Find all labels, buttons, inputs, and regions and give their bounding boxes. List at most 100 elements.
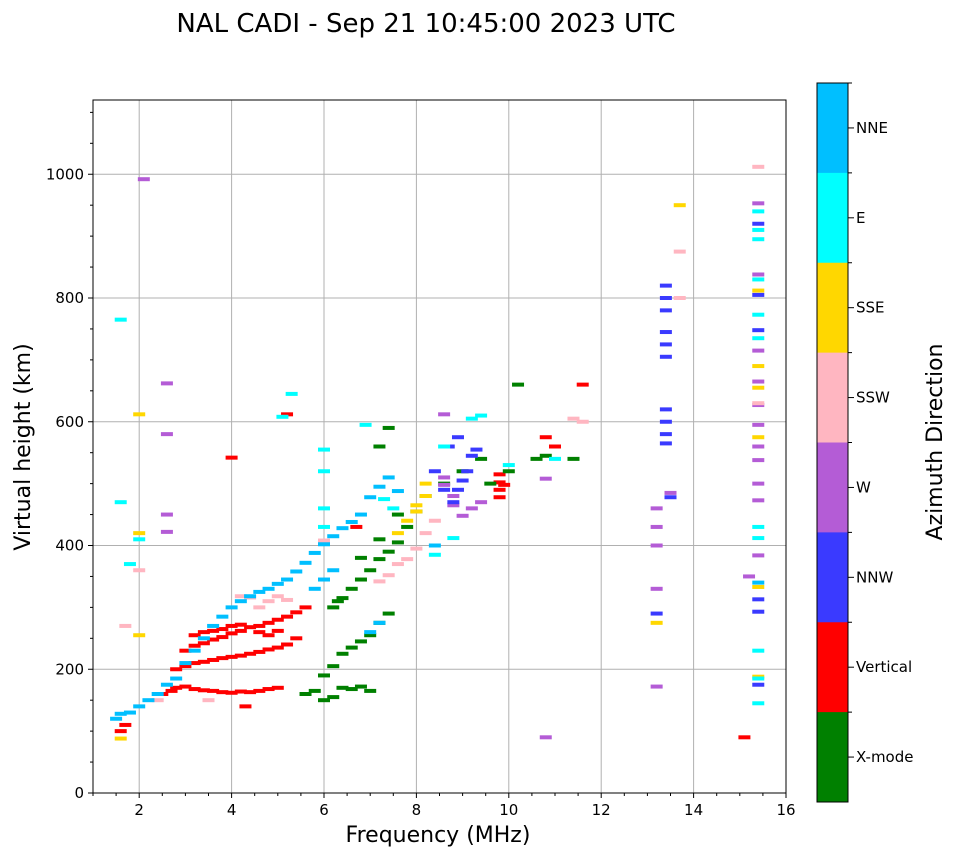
- data-point-nnw: [451, 487, 464, 492]
- data-point-nnw: [659, 354, 672, 359]
- colorbar-label: X-mode: [856, 748, 913, 766]
- x-tick-label: 14: [684, 801, 703, 819]
- data-point-vertical: [253, 688, 266, 693]
- data-point-ssw: [234, 594, 247, 599]
- data-point-vertical: [271, 617, 284, 622]
- colorbar-label: NNW: [856, 568, 893, 586]
- data-point-e: [114, 317, 127, 322]
- colorbar-label: Vertical: [856, 658, 912, 676]
- x-tick-label: 10: [499, 801, 518, 819]
- data-point-ssw: [253, 605, 266, 610]
- data-point-vertical: [179, 648, 192, 653]
- data-point-vertical: [216, 627, 229, 632]
- data-point-nne: [318, 577, 330, 582]
- data-point-vertical: [188, 661, 201, 666]
- data-point-w: [438, 412, 451, 417]
- data-point-w: [743, 574, 756, 579]
- data-point-vertical: [262, 647, 275, 652]
- data-point-sse: [752, 288, 765, 293]
- data-point-e: [123, 562, 136, 567]
- data-point-nnw: [752, 292, 765, 297]
- data-point-vertical: [207, 637, 220, 642]
- data-point-vertical: [239, 704, 252, 709]
- data-point-vertical: [350, 524, 363, 529]
- data-point-vertical: [216, 635, 229, 640]
- colorbar: NNE E SSE SSW W NNW Vertical X-mode: [817, 82, 913, 803]
- data-point-x-mode: [391, 512, 404, 517]
- data-point-vertical: [539, 435, 552, 440]
- data-point-x-mode: [318, 673, 330, 678]
- data-point-w: [160, 529, 173, 534]
- data-point-x-mode: [484, 481, 497, 486]
- colorbar-swatch: [817, 83, 848, 174]
- colorbar-label: SSW: [856, 389, 890, 407]
- data-point-w: [752, 379, 765, 384]
- data-point-vertical: [738, 735, 751, 740]
- data-point-w: [160, 432, 173, 437]
- data-point-w: [664, 490, 677, 495]
- data-point-w: [650, 543, 663, 548]
- data-point-w: [752, 481, 765, 486]
- data-point-nne: [123, 710, 136, 715]
- data-point-x-mode: [354, 577, 367, 582]
- data-point-e: [752, 209, 765, 214]
- data-point-sse: [410, 503, 423, 508]
- data-point-w: [650, 684, 663, 689]
- data-point-vertical: [244, 651, 257, 656]
- data-point-nnw: [465, 453, 478, 458]
- data-point-w: [752, 422, 765, 427]
- data-point-e: [133, 537, 146, 542]
- data-point-x-mode: [327, 664, 340, 669]
- data-point-nnw: [659, 432, 672, 437]
- data-point-vertical: [170, 685, 183, 690]
- colorbar-swatch: [817, 172, 848, 264]
- data-points: [110, 164, 765, 741]
- data-point-e: [318, 447, 330, 452]
- data-point-ssw: [567, 416, 580, 421]
- data-point-w: [752, 458, 765, 463]
- data-point-vertical: [271, 628, 284, 633]
- colorbar-swatch: [817, 532, 848, 623]
- data-point-sse: [752, 364, 765, 369]
- data-point-nne: [382, 475, 395, 480]
- data-point-nnw: [752, 328, 765, 333]
- data-point-vertical: [290, 636, 303, 641]
- colorbar-swatch: [817, 262, 848, 354]
- data-point-vertical: [207, 688, 220, 693]
- data-point-x-mode: [373, 444, 386, 449]
- data-point-vertical: [216, 656, 229, 661]
- data-point-vertical: [253, 649, 266, 654]
- data-point-vertical: [234, 689, 247, 694]
- data-point-x-mode: [354, 555, 367, 560]
- data-point-nnw: [659, 296, 672, 300]
- data-point-nne: [262, 586, 275, 591]
- data-point-sse: [401, 518, 414, 523]
- data-point-e: [752, 701, 765, 706]
- data-point-nne: [318, 542, 330, 547]
- data-point-vertical: [271, 685, 284, 690]
- data-point-nne: [253, 589, 266, 594]
- data-point-e: [276, 414, 289, 419]
- colorbar-label: NNE: [856, 119, 888, 137]
- data-point-nnw: [438, 487, 451, 492]
- data-point-e: [752, 648, 765, 653]
- data-point-x-mode: [373, 537, 386, 542]
- data-point-nne: [327, 568, 340, 573]
- data-point-w: [752, 498, 765, 503]
- data-point-nnw: [461, 469, 474, 474]
- data-point-nnw: [752, 597, 765, 602]
- data-point-vertical: [234, 628, 247, 633]
- data-point-nne: [151, 692, 164, 696]
- data-point-vertical: [234, 653, 247, 658]
- data-point-nne: [327, 534, 340, 539]
- data-point-ssw: [373, 579, 386, 584]
- data-point-vertical: [253, 630, 266, 635]
- data-point-nnw: [659, 419, 672, 424]
- data-point-w: [752, 444, 765, 449]
- data-point-ssw: [401, 557, 414, 562]
- data-point-w: [752, 201, 765, 206]
- data-point-nne: [225, 605, 238, 610]
- colorbar-frame: [816, 82, 849, 803]
- data-point-ssw: [151, 698, 164, 703]
- data-point-vertical: [281, 642, 294, 647]
